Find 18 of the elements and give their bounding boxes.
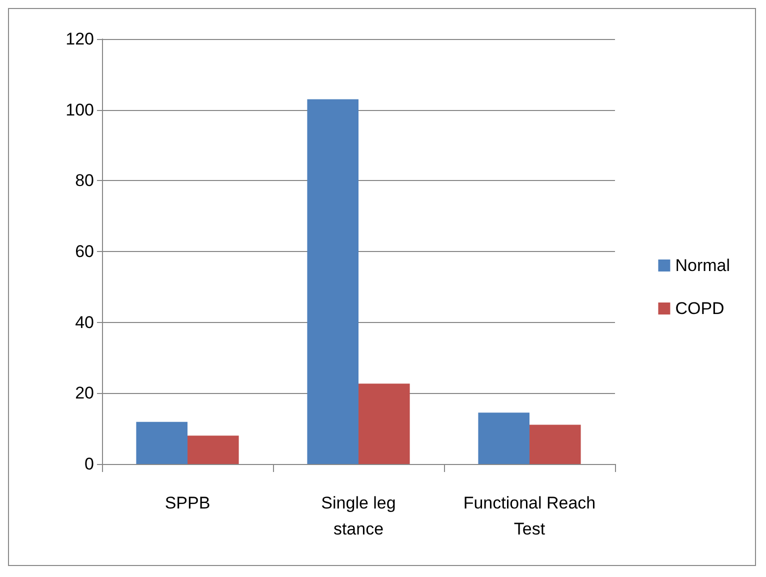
y-tick-label: 20 — [75, 384, 94, 403]
x-tick-label: Single leg stance — [321, 494, 396, 538]
y-tick-label: 100 — [66, 100, 94, 120]
y-tick-label: 60 — [75, 242, 94, 261]
y-tick-label: 80 — [75, 171, 94, 190]
bar — [136, 422, 188, 464]
bar — [358, 384, 410, 464]
y-tick-label: 0 — [84, 454, 94, 474]
bar — [478, 412, 530, 464]
bar — [188, 436, 239, 464]
bar — [530, 424, 581, 464]
x-tick-label: Functional Reach Test — [463, 494, 596, 538]
y-tick-label: 40 — [75, 312, 94, 332]
y-tick-label: 120 — [66, 30, 94, 48]
legend-label: Normal — [675, 256, 730, 275]
x-tick-label: SPPB — [164, 494, 210, 512]
bar — [307, 99, 358, 464]
legend-label: COPD — [675, 299, 724, 318]
